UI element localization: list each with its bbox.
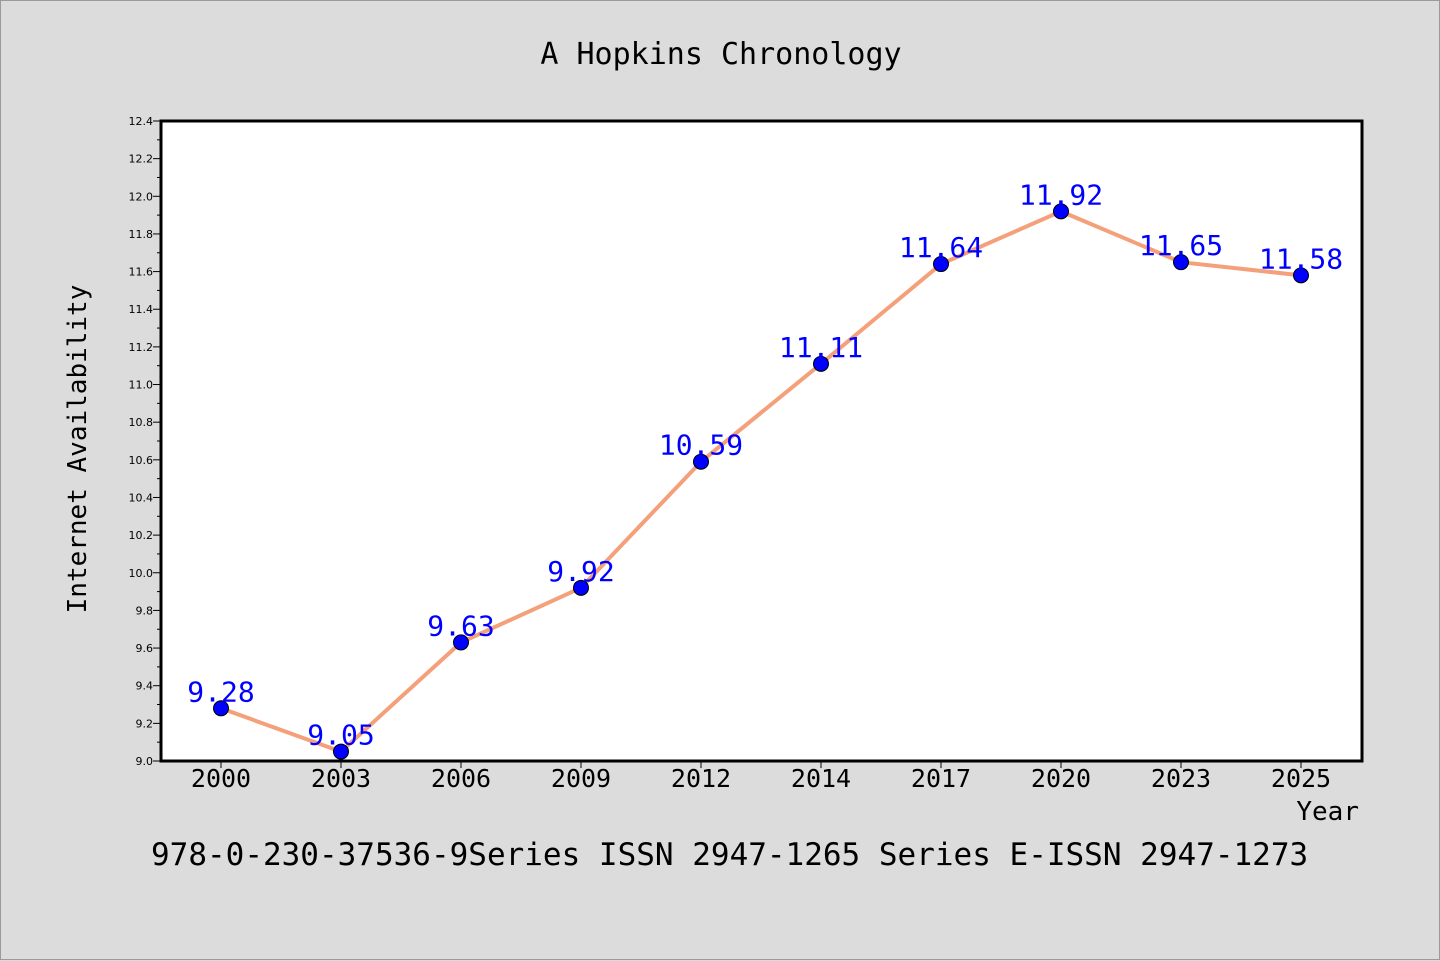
x-tick-label: 2009 — [551, 764, 611, 793]
y-tick-label: 10.6 — [129, 454, 154, 467]
y-tick-label: 12.2 — [129, 153, 154, 166]
x-tick-label: 2020 — [1031, 764, 1091, 793]
data-label: 11.92 — [1019, 178, 1103, 211]
data-point — [573, 579, 589, 596]
data-point — [813, 355, 829, 372]
data-point — [453, 634, 469, 651]
data-labels: 9.28 9.05 9.63 9.92 10.59 11.11 11.64 11.92 11.6… — [187, 178, 1343, 751]
data-label: 9.28 — [187, 675, 254, 708]
footer-isbn-issn: 978-0-230-37536-9Series ISSN 2947-1265 S… — [151, 837, 1308, 873]
data-label: 10.59 — [659, 429, 743, 462]
x-axis-ticks: 2000 2003 2006 2009 2012 2014 2017 2020 2023 2025 — [191, 761, 1331, 793]
y-tick-label: 9.0 — [136, 755, 154, 768]
y-axis-label: Internet Availability — [63, 285, 93, 614]
y-tick-label: 10.2 — [129, 529, 154, 542]
data-point — [693, 453, 709, 470]
series-markers — [213, 203, 1309, 760]
data-label: 9.92 — [547, 555, 614, 588]
x-tick-label: 2000 — [191, 764, 251, 793]
y-tick-label: 12.4 — [129, 115, 154, 128]
chart-title: A Hopkins Chronology — [540, 37, 901, 72]
x-tick-label: 2017 — [911, 764, 971, 793]
y-tick-label: 9.6 — [136, 642, 154, 655]
data-label: 11.65 — [1139, 229, 1223, 262]
x-axis-label: Year — [1296, 797, 1359, 827]
x-tick-label: 2006 — [431, 764, 491, 793]
data-point — [1293, 267, 1309, 284]
data-label: 9.05 — [307, 719, 374, 752]
y-tick-label: 11.4 — [129, 303, 154, 316]
y-tick-label: 11.2 — [129, 341, 154, 354]
y-tick-label: 10.8 — [129, 416, 154, 429]
plot-border — [159, 119, 1364, 763]
y-axis-ticks: 9.0 9.2 9.4 9.6 9.8 10.0 10.2 10.4 10.6 10.8 11.0 1… — [129, 115, 161, 768]
x-tick-label: 2003 — [311, 764, 371, 793]
x-tick-label: 2025 — [1271, 764, 1331, 793]
y-tick-label: 12.0 — [129, 190, 154, 203]
y-tick-label: 10.4 — [129, 491, 154, 504]
y-tick-label: 11.0 — [129, 379, 154, 392]
data-label: 11.11 — [779, 331, 863, 364]
data-label: 11.58 — [1259, 242, 1343, 275]
y-tick-label: 9.2 — [136, 717, 154, 730]
x-tick-label: 2014 — [791, 764, 851, 793]
plot-area — [161, 121, 1362, 761]
series-line — [220, 209, 1302, 754]
y-tick-label: 9.4 — [136, 680, 154, 693]
data-point — [213, 700, 229, 717]
y-tick-label: 10.0 — [129, 567, 154, 580]
data-label: 11.64 — [899, 231, 983, 264]
x-tick-label: 2023 — [1151, 764, 1211, 793]
y-tick-label: 9.8 — [136, 604, 154, 617]
data-point — [933, 256, 949, 273]
y-tick-label: 11.6 — [129, 266, 154, 279]
data-point — [333, 743, 349, 760]
data-label: 9.63 — [427, 609, 494, 642]
data-point — [1053, 203, 1069, 220]
y-tick-label: 11.8 — [129, 228, 154, 241]
x-tick-label: 2012 — [671, 764, 731, 793]
data-point — [1173, 254, 1189, 271]
